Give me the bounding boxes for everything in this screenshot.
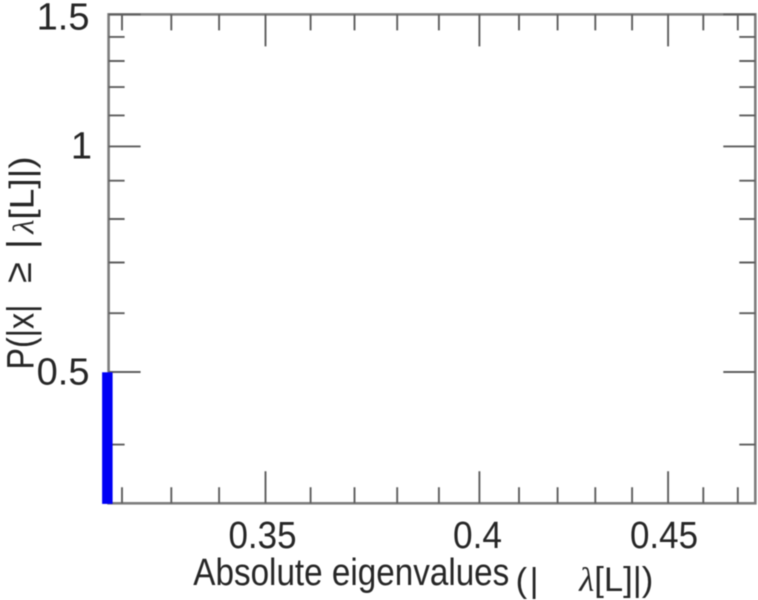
svg-text:λ[L]|): λ[L]|) bbox=[578, 561, 653, 599]
svg-text:(|: (| bbox=[516, 562, 541, 600]
svg-text:λ[L]|): λ[L]|) bbox=[4, 156, 42, 235]
svg-text:1: 1 bbox=[71, 125, 92, 167]
svg-text:0.35: 0.35 bbox=[229, 515, 297, 557]
svg-text:0.4: 0.4 bbox=[453, 515, 502, 557]
svg-text:Absolute eigenvalues: Absolute eigenvalues bbox=[193, 552, 509, 594]
svg-text:P(|x|: P(|x| bbox=[1, 305, 43, 370]
svg-text:0.45: 0.45 bbox=[630, 515, 698, 557]
svg-text:0.5: 0.5 bbox=[37, 352, 90, 394]
svg-text:1.5: 1.5 bbox=[37, 0, 90, 38]
svg-text:|: | bbox=[1, 239, 43, 249]
svg-text:≥: ≥ bbox=[0, 262, 40, 283]
